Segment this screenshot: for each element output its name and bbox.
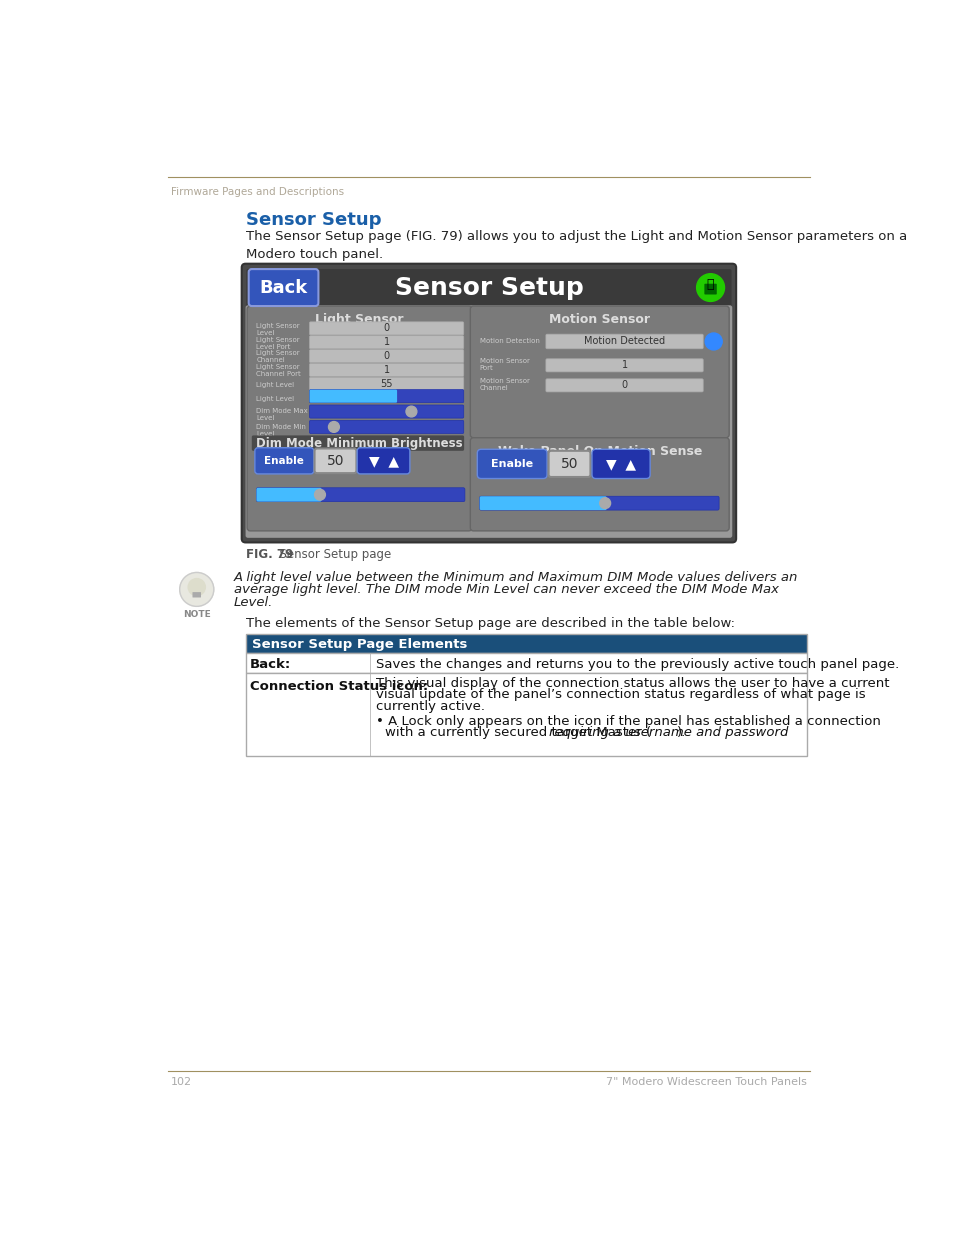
Text: 55: 55 xyxy=(380,379,393,389)
FancyBboxPatch shape xyxy=(309,389,463,403)
Text: Sensor Setup Page Elements: Sensor Setup Page Elements xyxy=(252,638,467,651)
FancyBboxPatch shape xyxy=(592,450,649,478)
Circle shape xyxy=(406,406,416,417)
Text: Light Sensor
Channel Port: Light Sensor Channel Port xyxy=(256,364,301,377)
FancyBboxPatch shape xyxy=(476,450,546,478)
FancyBboxPatch shape xyxy=(545,359,702,372)
Text: requiring a username and password: requiring a username and password xyxy=(548,726,787,739)
Text: Level.: Level. xyxy=(233,595,274,609)
Text: Back: Back xyxy=(259,279,308,296)
Text: currently active.: currently active. xyxy=(375,700,484,713)
FancyBboxPatch shape xyxy=(193,592,201,598)
Text: visual update of the panel’s connection status regardless of what page is: visual update of the panel’s connection … xyxy=(375,688,864,701)
Text: Sensor Setup: Sensor Setup xyxy=(395,275,582,300)
FancyBboxPatch shape xyxy=(309,322,463,335)
Text: 🔒: 🔒 xyxy=(706,278,714,291)
Text: ▼  ▲: ▼ ▲ xyxy=(605,457,635,471)
Circle shape xyxy=(696,274,723,301)
Text: Enable: Enable xyxy=(264,456,304,466)
Text: 50: 50 xyxy=(326,453,344,468)
Circle shape xyxy=(314,489,325,500)
Bar xyxy=(245,652,806,673)
Text: Back:: Back: xyxy=(250,657,292,671)
FancyBboxPatch shape xyxy=(545,379,702,391)
Circle shape xyxy=(179,573,213,606)
FancyBboxPatch shape xyxy=(247,306,472,531)
Text: FIG. 79: FIG. 79 xyxy=(245,548,293,561)
Text: Sensor Setup page: Sensor Setup page xyxy=(272,548,391,561)
Text: 50: 50 xyxy=(560,457,578,471)
Text: Sensor Setup: Sensor Setup xyxy=(245,211,380,230)
Text: NOTE: NOTE xyxy=(183,610,211,619)
FancyBboxPatch shape xyxy=(309,350,463,363)
Text: Light Level: Light Level xyxy=(256,382,294,388)
Bar xyxy=(245,673,806,756)
Text: Light Sensor
Level: Light Sensor Level xyxy=(256,322,300,336)
Text: with a currently secured target Master (: with a currently secured target Master ( xyxy=(385,726,651,739)
FancyBboxPatch shape xyxy=(470,437,728,531)
Bar xyxy=(245,634,806,652)
FancyBboxPatch shape xyxy=(256,488,321,501)
Text: Light Sensor
Channel: Light Sensor Channel xyxy=(256,351,300,363)
FancyBboxPatch shape xyxy=(309,363,463,377)
Text: 7" Modero Widescreen Touch Panels: 7" Modero Widescreen Touch Panels xyxy=(605,1077,806,1087)
FancyBboxPatch shape xyxy=(314,448,356,473)
Text: Motion Sensor
Port: Motion Sensor Port xyxy=(479,358,529,370)
Text: average light level. The DIM mode Min Level can never exceed the DIM Mode Max: average light level. The DIM mode Min Le… xyxy=(233,583,779,597)
Circle shape xyxy=(187,578,206,597)
Text: Saves the changes and returns you to the previously active touch panel page.: Saves the changes and returns you to the… xyxy=(375,657,898,671)
Text: Connection Status icon:: Connection Status icon: xyxy=(250,680,428,693)
Text: ).: ). xyxy=(676,726,685,739)
Text: 0: 0 xyxy=(383,324,389,333)
Text: Dim Mode Max
Level: Dim Mode Max Level xyxy=(256,408,308,421)
FancyBboxPatch shape xyxy=(245,305,732,537)
FancyBboxPatch shape xyxy=(309,336,463,348)
Circle shape xyxy=(328,421,339,432)
FancyBboxPatch shape xyxy=(252,436,464,451)
Text: 1: 1 xyxy=(383,366,389,375)
Text: This visual display of the connection status allows the user to have a current: This visual display of the connection st… xyxy=(375,677,888,690)
FancyBboxPatch shape xyxy=(254,448,314,474)
FancyBboxPatch shape xyxy=(256,488,464,501)
Text: ▼  ▲: ▼ ▲ xyxy=(368,453,398,468)
Text: Wake Panel On Motion Sense: Wake Panel On Motion Sense xyxy=(497,445,701,458)
FancyBboxPatch shape xyxy=(246,269,731,308)
Text: 0: 0 xyxy=(620,380,627,390)
Text: 1: 1 xyxy=(383,337,389,347)
Circle shape xyxy=(599,498,610,509)
Text: Motion Detection: Motion Detection xyxy=(479,338,539,345)
Text: 0: 0 xyxy=(383,351,389,361)
FancyBboxPatch shape xyxy=(479,496,719,510)
FancyBboxPatch shape xyxy=(241,264,736,542)
Text: Motion Detected: Motion Detected xyxy=(583,336,664,347)
FancyBboxPatch shape xyxy=(545,335,702,348)
FancyBboxPatch shape xyxy=(548,451,590,477)
Text: Light Level: Light Level xyxy=(256,396,294,403)
FancyBboxPatch shape xyxy=(356,448,410,474)
Text: Enable: Enable xyxy=(491,459,533,469)
Circle shape xyxy=(704,333,721,350)
Text: Light Sensor
Level Port: Light Sensor Level Port xyxy=(256,336,300,350)
Text: The elements of the Sensor Setup page are described in the table below:: The elements of the Sensor Setup page ar… xyxy=(245,618,734,630)
FancyBboxPatch shape xyxy=(309,377,463,390)
FancyBboxPatch shape xyxy=(309,389,396,403)
Text: Dim Mode Minimum Brightness: Dim Mode Minimum Brightness xyxy=(256,437,462,450)
FancyBboxPatch shape xyxy=(703,284,716,294)
Text: Light Sensor: Light Sensor xyxy=(314,314,403,326)
FancyBboxPatch shape xyxy=(249,269,318,306)
Text: 1: 1 xyxy=(620,361,627,370)
FancyBboxPatch shape xyxy=(309,420,463,433)
FancyBboxPatch shape xyxy=(479,496,606,510)
FancyBboxPatch shape xyxy=(470,306,728,437)
Text: 102: 102 xyxy=(171,1077,193,1087)
Text: Dim Mode Min
Level: Dim Mode Min Level xyxy=(256,424,306,436)
Text: Motion Sensor
Channel: Motion Sensor Channel xyxy=(479,378,529,391)
Text: • A Lock only appears on the icon if the panel has established a connection: • A Lock only appears on the icon if the… xyxy=(375,715,880,727)
Text: Motion Sensor: Motion Sensor xyxy=(549,314,650,326)
Text: The Sensor Setup page (FIG. 79) allows you to adjust the Light and Motion Sensor: The Sensor Setup page (FIG. 79) allows y… xyxy=(245,230,906,262)
Text: Firmware Pages and Descriptions: Firmware Pages and Descriptions xyxy=(171,186,344,196)
Text: A light level value between the Minimum and Maximum DIM Mode values delivers an: A light level value between the Minimum … xyxy=(233,571,798,584)
FancyBboxPatch shape xyxy=(309,405,463,419)
